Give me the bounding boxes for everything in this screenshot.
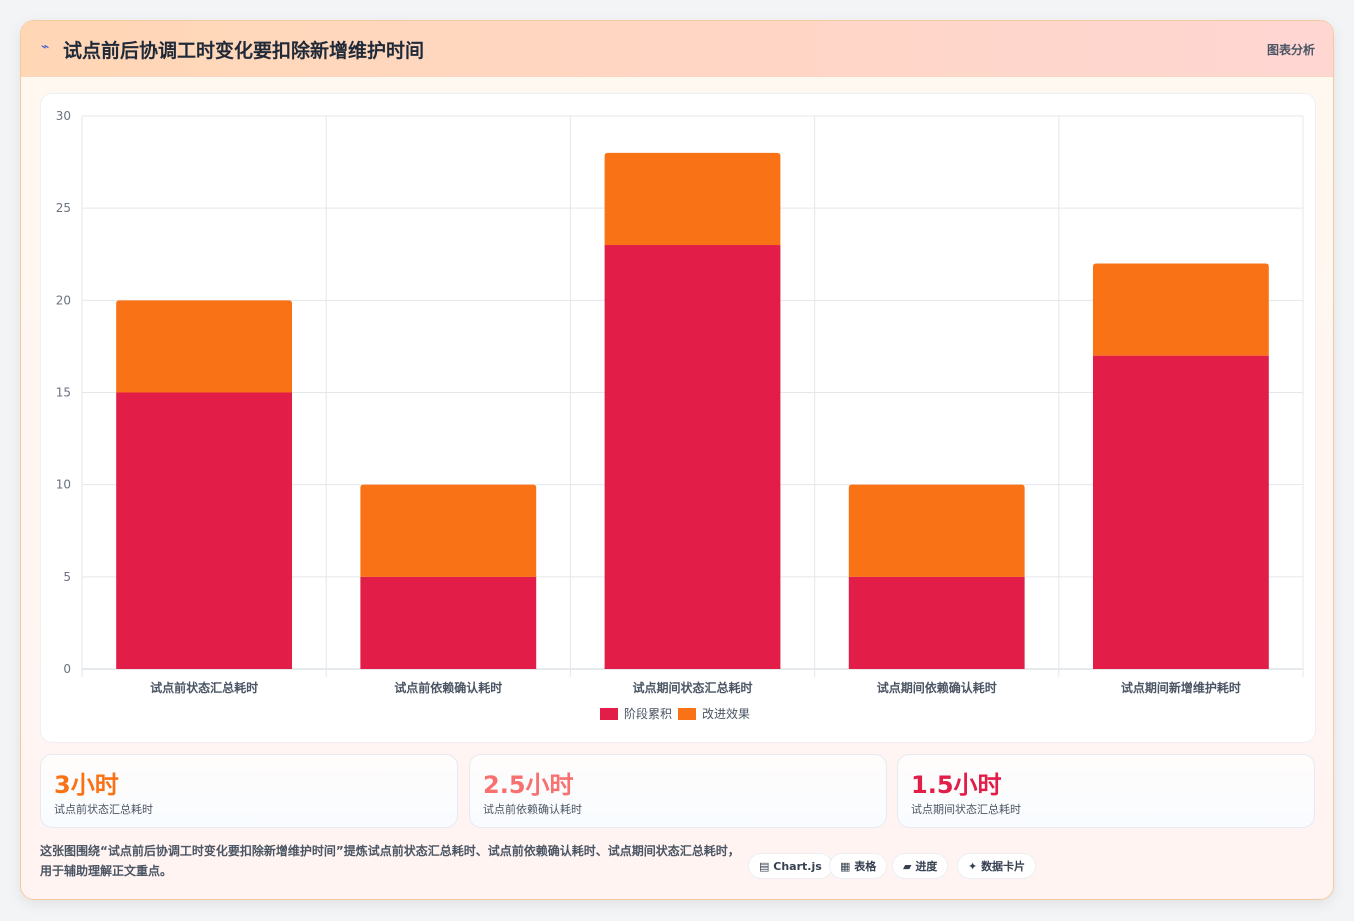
bar-segment xyxy=(360,576,537,669)
x-tick-label: 试点前状态汇总耗时 xyxy=(150,680,258,695)
legend-label: 阶段累积 xyxy=(624,706,672,721)
stat-card-1: 3小时 试点前状态汇总耗时 xyxy=(40,754,458,828)
tag-chartjs[interactable]: ▤ Chart.js xyxy=(748,853,833,879)
tag-data-card[interactable]: ✦ 数据卡片 xyxy=(957,853,1037,879)
legend-swatch xyxy=(600,708,618,720)
legend-swatch xyxy=(678,708,696,720)
stat-label: 试点前状态汇总耗时 xyxy=(54,803,153,816)
bar-segment xyxy=(116,392,293,669)
bar-segment xyxy=(848,576,1025,669)
x-tick-label: 试点期间依赖确认耗时 xyxy=(877,680,997,695)
legend-label: 改进效果 xyxy=(702,706,750,721)
y-tick-label: 20 xyxy=(56,293,71,307)
y-tick-label: 25 xyxy=(56,201,71,215)
tag-label: 进度 xyxy=(915,860,938,873)
x-tick-label: 试点期间状态汇总耗时 xyxy=(632,680,752,695)
card-header: ⌁ 试点前后协调工时变化要扣除新增维护时间 图表分析 xyxy=(21,21,1333,77)
y-tick-label: 5 xyxy=(63,570,71,584)
chart-description: 这张图围绕“试点前后协调工时变化要扣除新增维护时间”提炼试点前状态汇总耗时、试点… xyxy=(40,844,740,878)
chart-panel: 0 5 10 15 20 25 30 试点前状态汇总耗时 试点前依赖确认耗时 试点期间状态汇总耗时… xyxy=(40,93,1316,743)
stat-label: 试点期间状态汇总耗时 xyxy=(911,803,1021,816)
stat-label: 试点前依赖确认耗时 xyxy=(483,803,582,816)
y-tick-label: 15 xyxy=(56,386,71,400)
tag-label: 表格 xyxy=(854,860,877,873)
y-tick-label: 10 xyxy=(56,478,71,492)
tag-progress[interactable]: ▰ 进度 xyxy=(892,853,949,879)
bar-segment xyxy=(604,152,781,246)
stat-card-2: 2.5小时 试点前依赖确认耗时 xyxy=(469,754,887,828)
stacked-bar-chart: 0 5 10 15 20 25 30 试点前状态汇总耗时 试点前依赖确认耗时 试点期间状态汇总耗时… xyxy=(56,109,1304,721)
bar-segment xyxy=(1092,263,1269,356)
stat-card-3: 1.5小时 试点期间状态汇总耗时 xyxy=(897,754,1315,828)
stat-value: 2.5小时 xyxy=(483,771,574,799)
tag-table[interactable]: ▦ 表格 xyxy=(829,853,888,879)
tag-label: Chart.js xyxy=(773,860,822,873)
page-title: 试点前后协调工时变化要扣除新增维护时间 xyxy=(63,40,425,62)
progress-icon: ▰ xyxy=(903,860,912,873)
x-tick-label: 试点期间新增维护耗时 xyxy=(1121,680,1241,695)
y-tick-label: 0 xyxy=(63,662,71,676)
bar-segment xyxy=(1092,355,1269,669)
sparkle-icon: ✦ xyxy=(968,860,978,873)
bar-segment xyxy=(360,484,537,577)
chart-icon: ▤ xyxy=(759,860,770,873)
bar-segment xyxy=(848,484,1025,577)
chart-line-icon: ⌁ xyxy=(41,39,50,55)
stat-value: 3小时 xyxy=(54,771,119,799)
chart-analysis-label: 图表分析 xyxy=(1266,43,1315,57)
table-icon: ▦ xyxy=(840,860,851,873)
bar-segment xyxy=(604,245,781,670)
chart-card: ⌁ 试点前后协调工时变化要扣除新增维护时间 图表分析 0 5 10 15 20 25 30 试… xyxy=(20,20,1334,900)
stat-value: 1.5小时 xyxy=(911,771,1002,799)
y-tick-label: 30 xyxy=(56,109,71,123)
tag-label: 数据卡片 xyxy=(981,860,1026,873)
x-tick-label: 试点前依赖确认耗时 xyxy=(394,680,502,695)
bar-segment xyxy=(116,300,293,393)
